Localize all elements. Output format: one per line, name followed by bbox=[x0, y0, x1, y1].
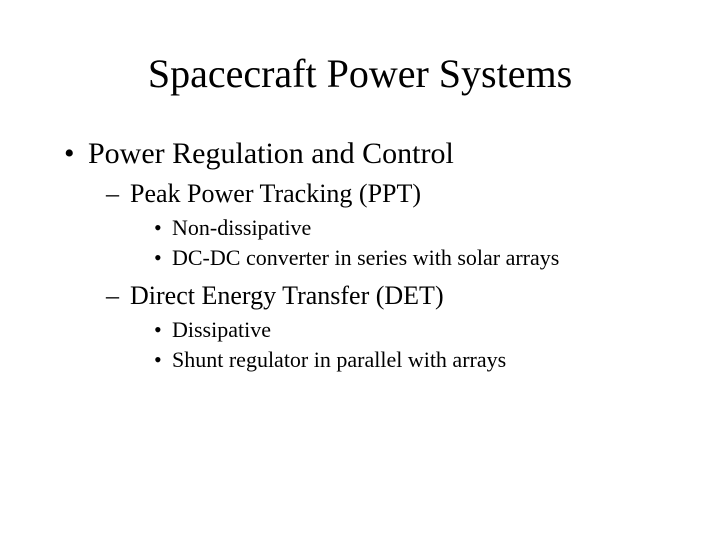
bullet-list-level2: Peak Power Tracking (PPT) Non-dissipativ… bbox=[106, 179, 660, 373]
bullet-l3-item: DC-DC converter in series with solar arr… bbox=[152, 245, 660, 271]
bullet-l2-text: Peak Power Tracking (PPT) bbox=[130, 179, 421, 208]
bullet-l2-item: Peak Power Tracking (PPT) Non-dissipativ… bbox=[106, 179, 660, 271]
bullet-list-level3: Non-dissipative DC-DC converter in serie… bbox=[152, 215, 660, 271]
bullet-l3-item: Dissipative bbox=[152, 317, 660, 343]
bullet-l3-item: Non-dissipative bbox=[152, 215, 660, 241]
bullet-l2-text: Direct Energy Transfer (DET) bbox=[130, 281, 444, 310]
bullet-list-level1: Power Regulation and Control Peak Power … bbox=[60, 137, 660, 373]
bullet-l3-text: Non-dissipative bbox=[172, 215, 311, 240]
bullet-l3-item: Shunt regulator in parallel with arrays bbox=[152, 347, 660, 373]
bullet-l1-text: Power Regulation and Control bbox=[88, 137, 454, 170]
bullet-l1-item: Power Regulation and Control Peak Power … bbox=[60, 137, 660, 373]
bullet-l3-text: Shunt regulator in parallel with arrays bbox=[172, 347, 506, 372]
bullet-list-level3: Dissipative Shunt regulator in parallel … bbox=[152, 317, 660, 373]
slide-title: Spacecraft Power Systems bbox=[60, 50, 660, 97]
bullet-l3-text: DC-DC converter in series with solar arr… bbox=[172, 245, 559, 270]
bullet-l3-text: Dissipative bbox=[172, 317, 271, 342]
slide: Spacecraft Power Systems Power Regulatio… bbox=[0, 0, 720, 540]
bullet-l2-item: Direct Energy Transfer (DET) Dissipative… bbox=[106, 281, 660, 373]
